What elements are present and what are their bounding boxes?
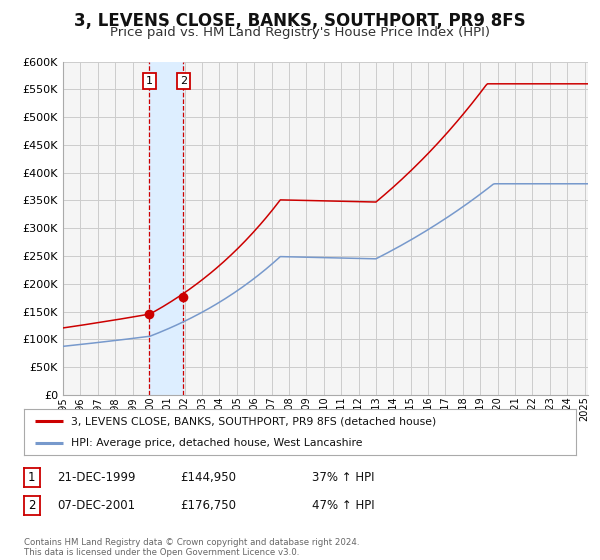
Text: 3, LEVENS CLOSE, BANKS, SOUTHPORT, PR9 8FS (detached house): 3, LEVENS CLOSE, BANKS, SOUTHPORT, PR9 8… [71,416,436,426]
Text: 2: 2 [28,499,35,512]
Text: HPI: Average price, detached house, West Lancashire: HPI: Average price, detached house, West… [71,438,362,448]
Text: Contains HM Land Registry data © Crown copyright and database right 2024.: Contains HM Land Registry data © Crown c… [24,538,359,547]
Text: 1: 1 [146,76,153,86]
Text: 3, LEVENS CLOSE, BANKS, SOUTHPORT, PR9 8FS: 3, LEVENS CLOSE, BANKS, SOUTHPORT, PR9 8… [74,12,526,30]
Text: 37% ↑ HPI: 37% ↑ HPI [312,470,374,484]
Text: 21-DEC-1999: 21-DEC-1999 [57,470,136,484]
Text: 1: 1 [28,470,35,484]
Bar [149,62,184,395]
Text: Price paid vs. HM Land Registry's House Price Index (HPI): Price paid vs. HM Land Registry's House … [110,26,490,39]
Text: 2: 2 [180,76,187,86]
Text: £176,750: £176,750 [180,499,236,512]
Text: £144,950: £144,950 [180,470,236,484]
Text: 47% ↑ HPI: 47% ↑ HPI [312,499,374,512]
Text: 07-DEC-2001: 07-DEC-2001 [57,499,135,512]
Text: This data is licensed under the Open Government Licence v3.0.: This data is licensed under the Open Gov… [24,548,299,557]
